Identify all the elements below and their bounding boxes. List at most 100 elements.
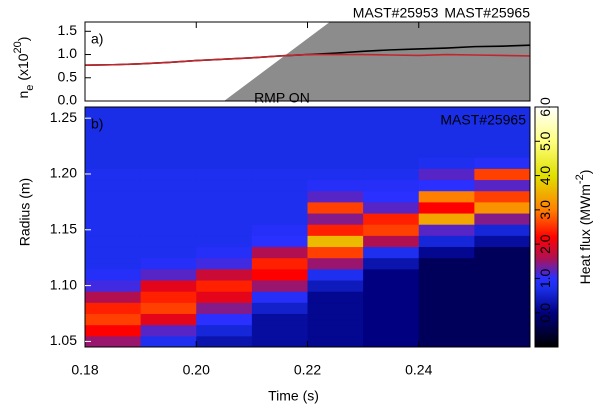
heat-cell bbox=[196, 324, 253, 337]
heat-cell bbox=[85, 257, 142, 270]
heat-cell bbox=[363, 123, 420, 136]
heat-cell bbox=[418, 112, 475, 125]
heat-cell bbox=[418, 168, 475, 181]
heat-cell bbox=[418, 257, 475, 270]
heat-cell bbox=[251, 157, 308, 169]
heat-cell bbox=[251, 179, 308, 192]
heat-cell bbox=[418, 123, 475, 136]
heat-cell bbox=[251, 291, 308, 303]
panel-a: RMP ON MAST#25965 MAST#25953 0.0 0.5 1.0 1.5 a)… bbox=[12, 5, 531, 108]
label-sup: -2 bbox=[574, 174, 586, 184]
label-part: Heat flux (MWm bbox=[577, 184, 593, 284]
heat-cell bbox=[140, 268, 197, 281]
heat-cell bbox=[85, 134, 142, 147]
heat-cell bbox=[363, 246, 420, 259]
heat-cell bbox=[85, 246, 142, 259]
heat-cell bbox=[196, 224, 253, 236]
heat-cell bbox=[251, 112, 308, 125]
heat-cell bbox=[196, 313, 253, 326]
colorbar-tick-label: 3.0 bbox=[537, 200, 553, 220]
heat-cell bbox=[363, 224, 420, 236]
y-tick-label: 1.10 bbox=[50, 276, 77, 292]
heat-cell bbox=[363, 280, 420, 292]
heat-cell bbox=[474, 257, 531, 270]
heat-cell bbox=[196, 168, 253, 181]
heat-cell bbox=[474, 213, 531, 225]
heat-cell bbox=[85, 291, 142, 303]
heat-cell bbox=[85, 268, 142, 281]
x-tick-label: 0.20 bbox=[183, 362, 210, 378]
heat-cell bbox=[196, 179, 253, 192]
heat-cell bbox=[85, 146, 142, 158]
heat-cell bbox=[85, 280, 142, 292]
heat-cell bbox=[363, 291, 420, 303]
y-tick-label: 1.20 bbox=[50, 165, 77, 181]
heat-cell bbox=[363, 112, 420, 125]
heat-cell bbox=[140, 291, 197, 303]
heat-cell bbox=[474, 168, 531, 181]
heat-cell bbox=[251, 257, 308, 270]
heat-cell bbox=[307, 179, 364, 192]
heat-cell bbox=[418, 324, 475, 337]
heat-cell bbox=[196, 302, 253, 315]
x-axis-label: Time (s) bbox=[268, 388, 319, 404]
heat-cell bbox=[418, 146, 475, 158]
heat-cell bbox=[307, 201, 364, 214]
heat-cell bbox=[474, 134, 531, 147]
heat-cell bbox=[418, 291, 475, 303]
heat-cell bbox=[140, 134, 197, 147]
heat-cell bbox=[140, 190, 197, 203]
heat-cell bbox=[418, 235, 475, 248]
y-axis-label: ne (x1020) bbox=[12, 37, 36, 99]
heat-cell bbox=[85, 112, 142, 125]
y-tick-label: 0.0 bbox=[58, 92, 78, 108]
legend-entry: MAST#25965 bbox=[444, 5, 530, 21]
heat-cell bbox=[251, 134, 308, 147]
panel-b: 0.18 0.20 0.22 0.24 1.05 1.10 1.15 1.20 1.25 Time… bbox=[17, 22, 593, 404]
heat-cell bbox=[363, 168, 420, 181]
heat-cell bbox=[196, 268, 253, 281]
heat-cell bbox=[474, 302, 531, 315]
heat-cell bbox=[140, 213, 197, 225]
heat-cell bbox=[196, 335, 253, 348]
label-sup: 20 bbox=[12, 41, 24, 53]
heat-cell bbox=[251, 302, 308, 315]
heat-cell bbox=[140, 146, 197, 158]
heat-cell bbox=[140, 313, 197, 326]
heat-cell bbox=[363, 257, 420, 270]
heat-cell bbox=[307, 168, 364, 181]
y-tick-label: 0.5 bbox=[58, 68, 78, 84]
heat-cell bbox=[196, 213, 253, 225]
heat-cell bbox=[363, 146, 420, 158]
colorbar-label: Heat flux (MWm-2) bbox=[574, 170, 593, 285]
heat-cell bbox=[474, 179, 531, 192]
heat-cell bbox=[418, 268, 475, 281]
heat-cell bbox=[307, 213, 364, 225]
heat-cell bbox=[474, 246, 531, 259]
heat-cell bbox=[474, 291, 531, 303]
heat-cell bbox=[140, 201, 197, 214]
heat-cell bbox=[140, 179, 197, 192]
x-tick-label: 0.22 bbox=[294, 362, 321, 378]
heat-cell bbox=[251, 213, 308, 225]
colorbar-tick-label: 1.0 bbox=[537, 268, 553, 288]
heat-cell bbox=[418, 313, 475, 326]
y-tick-label: 1.05 bbox=[50, 332, 77, 348]
heat-cell bbox=[196, 190, 253, 203]
heat-cell bbox=[196, 112, 253, 125]
heat-cell bbox=[196, 157, 253, 169]
heat-cell bbox=[140, 123, 197, 136]
heat-cell bbox=[363, 335, 420, 348]
heat-cell bbox=[307, 123, 364, 136]
heat-cell bbox=[307, 280, 364, 292]
y-tick-label: 1.0 bbox=[58, 45, 78, 61]
heat-cell bbox=[140, 235, 197, 248]
heat-cell bbox=[85, 213, 142, 225]
panel-label: a) bbox=[91, 31, 103, 47]
heat-cell bbox=[363, 324, 420, 337]
colorbar-tick-label: 6.0 bbox=[537, 97, 553, 117]
heat-cell bbox=[474, 157, 531, 169]
heat-cell bbox=[307, 324, 364, 337]
heat-cell bbox=[251, 224, 308, 236]
heat-cell bbox=[418, 302, 475, 315]
